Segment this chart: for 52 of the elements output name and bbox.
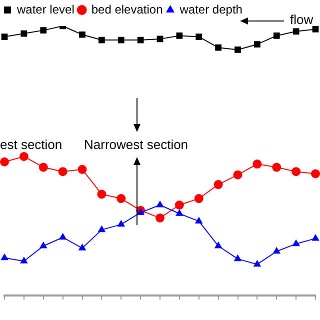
point xyxy=(78,164,87,174)
point xyxy=(273,32,280,39)
point xyxy=(292,28,300,35)
point xyxy=(214,241,222,248)
point xyxy=(38,162,48,172)
point xyxy=(40,27,47,34)
point xyxy=(272,162,282,172)
point xyxy=(233,170,242,180)
annotation: Narrowest section xyxy=(84,137,188,152)
point xyxy=(20,256,28,264)
legend-label: water level xyxy=(16,2,74,16)
point xyxy=(58,232,67,240)
legend-label: bed elevation xyxy=(91,2,163,16)
point xyxy=(311,169,320,178)
point xyxy=(254,41,260,48)
point xyxy=(176,32,183,39)
point xyxy=(214,180,223,190)
point xyxy=(19,152,28,161)
point xyxy=(174,200,184,210)
point xyxy=(156,213,164,222)
point xyxy=(78,244,86,250)
legend-label: water depth xyxy=(178,2,242,16)
point xyxy=(156,200,164,208)
point xyxy=(215,44,222,51)
point xyxy=(136,208,144,215)
point xyxy=(0,253,8,260)
point xyxy=(252,160,262,169)
point xyxy=(116,194,126,204)
point xyxy=(98,225,106,232)
annotation: est section xyxy=(0,137,62,152)
point xyxy=(117,220,126,227)
point xyxy=(312,26,319,32)
point xyxy=(312,234,320,241)
point xyxy=(196,34,202,40)
point xyxy=(272,246,281,254)
point xyxy=(176,209,184,216)
point xyxy=(118,36,124,44)
point xyxy=(292,239,300,246)
point xyxy=(194,216,203,224)
annotation: flow xyxy=(290,12,314,27)
point xyxy=(98,36,105,44)
point xyxy=(253,260,262,267)
point xyxy=(292,167,301,176)
point xyxy=(1,34,8,40)
point xyxy=(194,194,204,204)
point xyxy=(79,31,86,38)
point xyxy=(234,46,241,53)
point xyxy=(0,157,9,166)
point xyxy=(97,190,106,199)
point xyxy=(234,254,242,262)
point xyxy=(39,241,48,248)
point xyxy=(58,167,68,176)
